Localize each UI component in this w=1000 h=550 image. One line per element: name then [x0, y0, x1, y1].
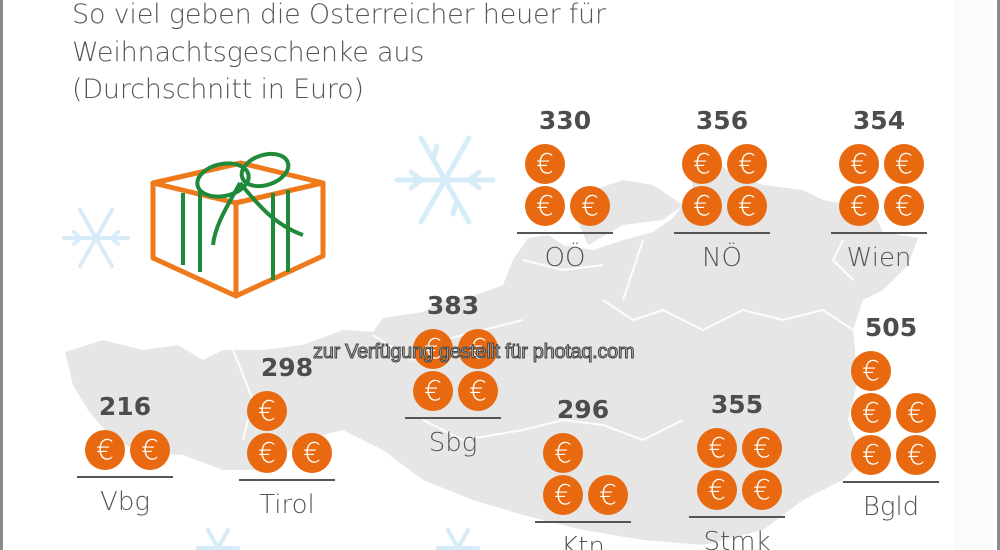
region-label: Tirol: [259, 490, 315, 520]
euro-coin-icon: €: [525, 144, 565, 184]
region-value: 296: [556, 395, 610, 424]
euro-coin-icon: €: [851, 393, 891, 433]
euro-coin-icon: €: [896, 393, 936, 433]
euro-coin-icon: €: [896, 435, 936, 475]
divider: [77, 476, 173, 478]
title-line-1: So viel geben die Österreicher heuer für: [72, 0, 606, 30]
euro-coin-icon: €: [413, 329, 453, 369]
snowflake-icon: [62, 208, 130, 268]
euro-coin-icon: €: [682, 144, 722, 184]
region-label: Wien: [846, 243, 912, 273]
snowflake-icon: [436, 528, 480, 550]
region-tirol: 298 € € € Tirol: [239, 353, 335, 523]
region-value: 355: [710, 390, 764, 419]
euro-coin-icon: €: [525, 186, 565, 226]
euro-coin-icon: €: [85, 430, 125, 470]
coin-stack: € € € €: [409, 329, 498, 411]
page-title: So viel geben die Österreicher heuer für…: [72, 0, 606, 109]
divider: [535, 521, 631, 523]
euro-coin-icon: €: [682, 186, 722, 226]
divider: [405, 417, 501, 419]
divider: [517, 232, 613, 234]
euro-coin-icon: €: [851, 351, 891, 391]
region-stmk: 355 € € € € Stmk: [689, 390, 785, 550]
euro-coin-icon: €: [851, 435, 891, 475]
region-value: 356: [695, 106, 749, 135]
euro-coin-icon: €: [543, 475, 583, 515]
coin-stack: € € € € €: [847, 351, 936, 475]
euro-coin-icon: €: [884, 144, 924, 184]
euro-coin-icon: €: [130, 430, 170, 470]
euro-coin-icon: €: [884, 186, 924, 226]
snowflake-icon: [196, 528, 240, 550]
background-tint: [954, 0, 994, 550]
euro-coin-icon: €: [458, 371, 498, 411]
euro-coin-icon: €: [543, 433, 583, 473]
euro-coin-icon: €: [727, 186, 767, 226]
region-value: 354: [852, 106, 906, 135]
euro-coin-icon: €: [839, 144, 879, 184]
divider: [831, 232, 927, 234]
euro-coin-icon: €: [458, 329, 498, 369]
coin-stack: € € €: [521, 144, 610, 226]
coin-stack: € € € €: [678, 144, 767, 226]
divider: [239, 479, 335, 481]
title-line-2: Weihnachtsgeschenke aus: [72, 36, 425, 68]
region-sbg: 383 € € € € Sbg: [405, 291, 501, 461]
region-wien: 354 € € € € Wien: [831, 106, 927, 276]
region-label: Stmk: [703, 527, 771, 550]
coin-stack: € € €: [539, 433, 628, 515]
euro-coin-icon: €: [742, 470, 782, 510]
watermark-text: zur Verfügung gestellt für photaq.com: [312, 341, 635, 364]
euro-coin-icon: €: [697, 470, 737, 510]
region-label: OÖ: [544, 243, 586, 273]
euro-coin-icon: €: [839, 186, 879, 226]
divider: [843, 481, 939, 483]
region-label: Sbg: [428, 428, 478, 458]
euro-coin-icon: €: [413, 371, 453, 411]
region-ktn: 296 € € € Ktn: [535, 395, 631, 550]
region-value: 216: [98, 392, 152, 421]
euro-coin-icon: €: [247, 391, 287, 431]
region-vbg: 216 € € Vbg: [77, 392, 173, 520]
euro-coin-icon: €: [697, 428, 737, 468]
region-value: 298: [260, 353, 314, 382]
region-value: 330: [538, 106, 592, 135]
region-label: Vbg: [100, 487, 150, 517]
euro-coin-icon: €: [247, 433, 287, 473]
region-value: 505: [864, 313, 918, 342]
euro-coin-icon: €: [292, 433, 332, 473]
title-line-3: (Durchschnitt in Euro): [72, 74, 364, 105]
region-label: Bgld: [862, 492, 920, 522]
coin-stack: € € € €: [835, 144, 924, 226]
region-label: NÖ: [702, 243, 742, 273]
coin-stack: € € €: [243, 391, 332, 473]
region-noe: 356 € € € € NÖ: [674, 106, 770, 276]
divider: [689, 516, 785, 518]
region-ooe: 330 € € € OÖ: [517, 106, 613, 276]
coin-stack: € €: [81, 430, 170, 470]
region-label: Ktn: [561, 532, 605, 550]
region-value: 383: [426, 291, 480, 320]
snowflake-icon: [394, 135, 496, 225]
euro-coin-icon: €: [742, 428, 782, 468]
region-bgld: 505 € € € € € Bgld: [843, 313, 939, 525]
euro-coin-icon: €: [588, 475, 628, 515]
euro-coin-icon: €: [727, 144, 767, 184]
divider: [674, 232, 770, 234]
gift-box-icon: [150, 151, 326, 299]
euro-coin-icon: €: [570, 186, 610, 226]
coin-stack: € € € €: [693, 428, 782, 510]
